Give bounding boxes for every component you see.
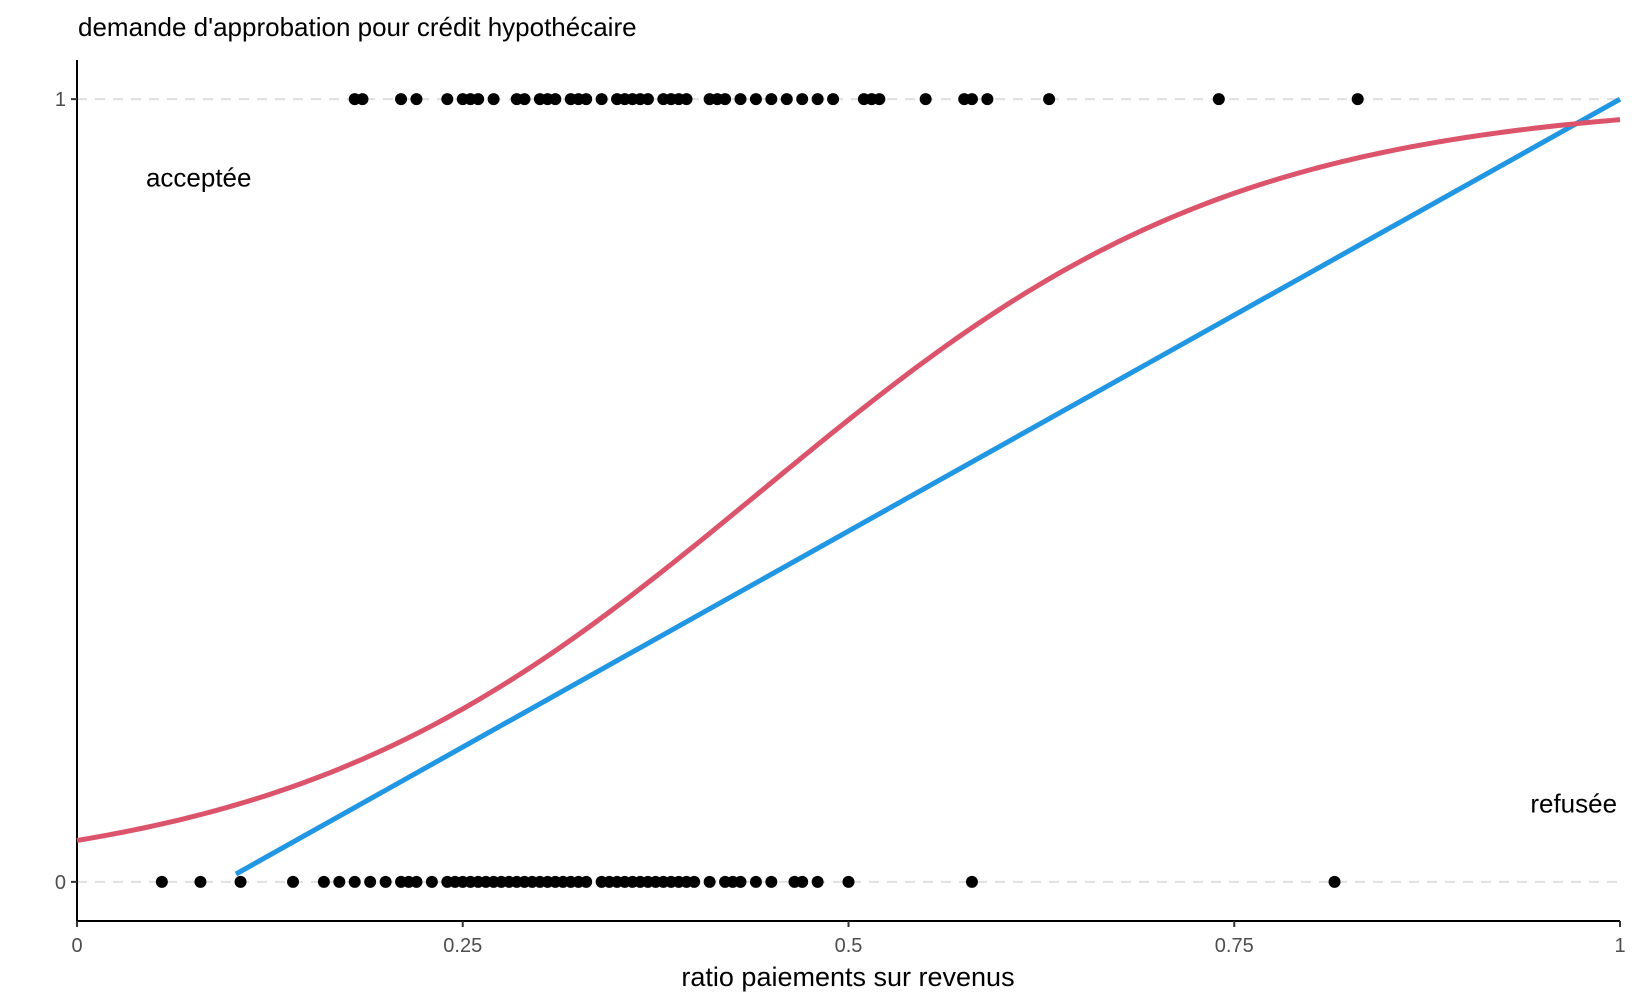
data-point-accepted xyxy=(981,93,994,106)
chart-title: demande d'approbation pour crédit hypoth… xyxy=(78,12,637,42)
data-point-accepted xyxy=(811,93,824,106)
data-point-denied xyxy=(317,875,330,888)
data-point-accepted xyxy=(1043,93,1056,106)
data-point-accepted xyxy=(965,93,978,106)
data-point-accepted xyxy=(441,93,454,106)
data-point-accepted xyxy=(549,93,562,106)
data-point-denied xyxy=(749,875,762,888)
data-point-denied xyxy=(234,875,247,888)
data-point-denied xyxy=(155,875,168,888)
data-point-accepted xyxy=(487,93,500,106)
data-point-accepted xyxy=(765,93,778,106)
data-point-accepted xyxy=(580,93,593,106)
data-point-accepted xyxy=(395,93,408,106)
data-point-denied xyxy=(410,875,423,888)
data-point-accepted xyxy=(719,93,732,106)
data-point-accepted xyxy=(780,93,793,106)
data-point-accepted xyxy=(595,93,608,106)
data-point-denied xyxy=(348,875,361,888)
data-point-accepted xyxy=(680,93,693,106)
points-layer xyxy=(155,93,1364,888)
data-point-denied xyxy=(425,875,438,888)
data-point-denied xyxy=(379,875,392,888)
x-tick-label: 0.75 xyxy=(1215,935,1254,957)
annotation-denied: refusée xyxy=(1530,789,1617,819)
y-tick-label: 1 xyxy=(55,89,66,111)
data-point-accepted xyxy=(410,93,423,106)
data-point-denied xyxy=(703,875,716,888)
linear-fit-line xyxy=(234,96,1622,877)
x-tick-label: 0.25 xyxy=(443,935,482,957)
data-point-denied xyxy=(333,875,346,888)
data-point-accepted xyxy=(919,93,932,106)
data-point-accepted xyxy=(472,93,485,106)
logistic-fit-curve xyxy=(76,117,1621,843)
data-point-accepted xyxy=(1351,93,1364,106)
data-point-denied xyxy=(688,875,701,888)
data-point-denied xyxy=(842,875,855,888)
data-point-denied xyxy=(734,875,747,888)
grid-layer xyxy=(77,98,1620,883)
data-point-accepted xyxy=(734,93,747,106)
data-point-denied xyxy=(796,875,809,888)
data-point-denied xyxy=(1328,875,1341,888)
data-point-accepted xyxy=(641,93,654,106)
data-point-denied xyxy=(765,875,778,888)
data-point-accepted xyxy=(749,93,762,106)
data-point-denied xyxy=(965,875,978,888)
data-point-denied xyxy=(580,875,593,888)
x-tick-label: 0.5 xyxy=(835,935,863,957)
series-layer xyxy=(76,96,1622,877)
data-point-accepted xyxy=(873,93,886,106)
data-point-denied xyxy=(194,875,207,888)
annotation-layer: acceptée refusée xyxy=(146,162,1617,818)
data-point-denied xyxy=(287,875,300,888)
data-point-accepted xyxy=(796,93,809,106)
annotation-accepted: acceptée xyxy=(146,162,252,192)
y-tick-label: 0 xyxy=(55,872,66,894)
x-tick-label: 0 xyxy=(71,935,82,957)
data-point-accepted xyxy=(518,93,531,106)
data-point-accepted xyxy=(1212,93,1225,106)
x-axis-title: ratio paiements sur revenus xyxy=(681,962,1014,992)
axes-layer: 0 1 0 0.25 0.5 0.75 1 xyxy=(55,60,1626,957)
data-point-denied xyxy=(364,875,377,888)
x-tick-label: 1 xyxy=(1614,935,1625,957)
data-point-accepted xyxy=(827,93,840,106)
data-point-accepted xyxy=(356,93,369,106)
data-point-denied xyxy=(811,875,824,888)
